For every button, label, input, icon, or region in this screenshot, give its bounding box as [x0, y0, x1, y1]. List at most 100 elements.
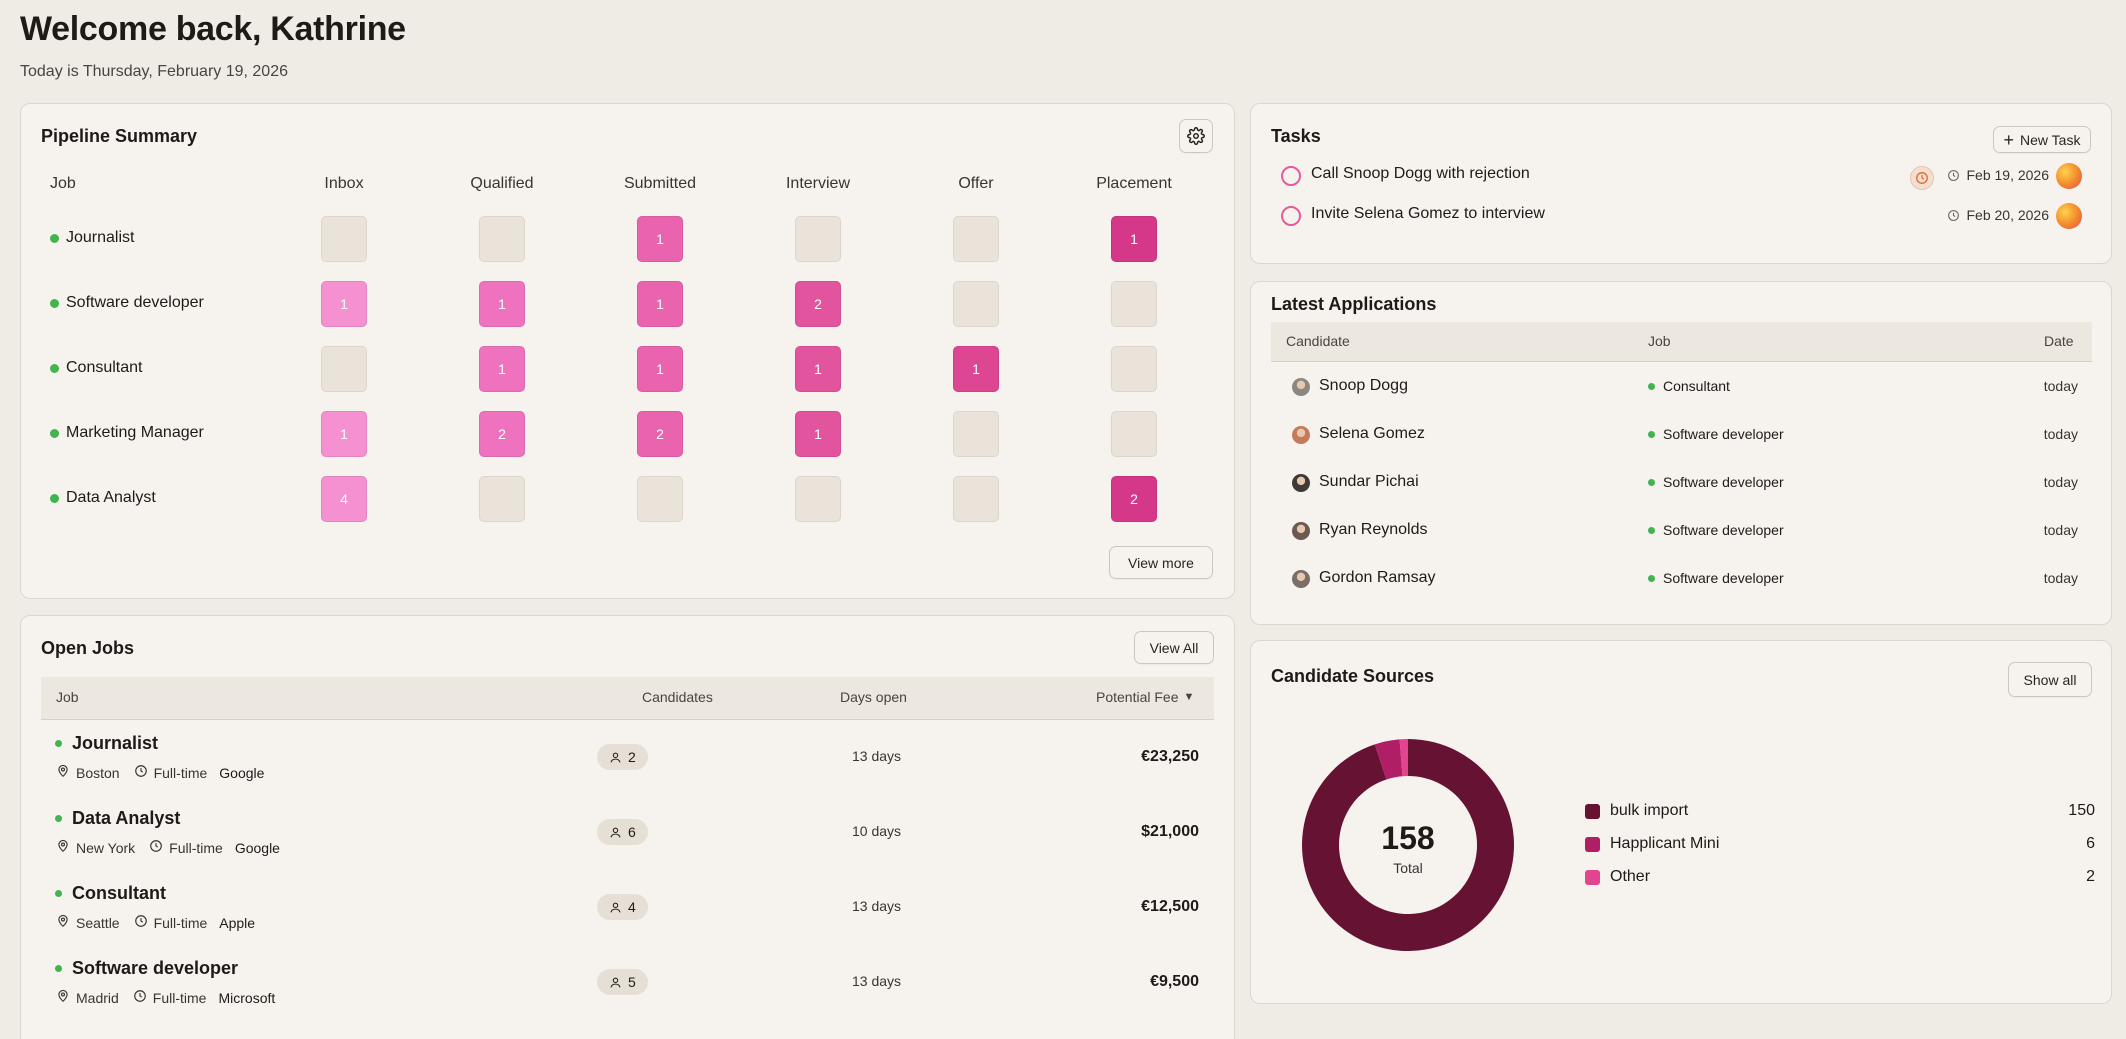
pipeline-job-label[interactable]: Marketing Manager	[50, 424, 204, 442]
task-checkbox[interactable]	[1281, 166, 1301, 186]
candidate-name[interactable]: Snoop Dogg	[1319, 377, 1408, 394]
status-dot	[1648, 430, 1655, 438]
pipeline-cell[interactable]: 4	[321, 476, 367, 522]
pipeline-cell[interactable]: 1	[795, 411, 841, 457]
show-all-button[interactable]: Show all	[2008, 662, 2092, 697]
application-job-name: Software developer	[1663, 474, 1784, 490]
candidates-count-pill[interactable]: 2	[597, 744, 648, 770]
candidates-count-pill[interactable]: 4	[597, 894, 648, 920]
task-text[interactable]: Call Snoop Dogg with rejection	[1311, 165, 1530, 182]
donut-slice-other[interactable]	[1399, 739, 1408, 777]
pipeline-col-job: Job	[50, 175, 76, 192]
open-job-meta: New York Full-time Google	[56, 839, 280, 856]
job-type: Full-time	[153, 914, 208, 931]
pipeline-cell[interactable]: 1	[637, 216, 683, 262]
application-job[interactable]: Software developer	[1648, 570, 1784, 586]
task-checkbox[interactable]	[1281, 206, 1301, 226]
status-dot	[50, 493, 59, 503]
job-company: Microsoft	[218, 989, 276, 1006]
candidate-name[interactable]: Selena Gomez	[1319, 425, 1425, 442]
pipeline-cell[interactable]: 1	[637, 281, 683, 327]
status-dot	[55, 740, 62, 747]
pipeline-cell	[953, 476, 999, 522]
status-dot	[55, 815, 62, 822]
application-job[interactable]: Software developer	[1648, 426, 1784, 442]
legend-item[interactable]: Other 2	[1585, 868, 2095, 888]
candidates-count-pill[interactable]: 6	[597, 819, 648, 845]
pipeline-cell[interactable]: 1	[795, 346, 841, 392]
donut-slice-happlicant-mini[interactable]	[1374, 739, 1403, 780]
days-open: 13 days	[852, 898, 902, 914]
sort-desc-icon: ▼	[1183, 691, 1195, 703]
pipeline-job-label[interactable]: Journalist	[50, 229, 134, 247]
legend-item[interactable]: Happlicant Mini 6	[1585, 835, 2095, 855]
status-dot	[1648, 478, 1655, 486]
view-more-button[interactable]: View more	[1109, 546, 1213, 579]
clock-icon	[1947, 209, 1960, 222]
pipeline-job-label[interactable]: Consultant	[50, 359, 143, 377]
pipeline-cell[interactable]: 2	[479, 411, 525, 457]
legend-value: 150	[2068, 802, 2095, 819]
application-job-name: Software developer	[1663, 426, 1784, 442]
pipeline-cell[interactable]: 1	[479, 346, 525, 392]
application-job[interactable]: Software developer	[1648, 474, 1784, 490]
open-jobs-col-job: Job	[56, 689, 79, 705]
pipeline-cell	[795, 216, 841, 262]
candidate-name[interactable]: Sundar Pichai	[1319, 473, 1419, 490]
view-all-button[interactable]: View All	[1134, 631, 1214, 664]
application-job[interactable]: Consultant	[1648, 378, 1730, 394]
open-job-title[interactable]: Software developer	[55, 958, 238, 979]
legend-item[interactable]: bulk import 150	[1585, 802, 2095, 822]
job-location: Madrid	[76, 989, 119, 1006]
pipeline-job-label[interactable]: Software developer	[50, 294, 204, 312]
pipeline-cell[interactable]: 1	[321, 281, 367, 327]
pipeline-job-name: Software developer	[66, 294, 204, 311]
pipeline-cell	[1111, 346, 1157, 392]
candidates-count: 2	[628, 749, 636, 765]
pipeline-job-label[interactable]: Data Analyst	[50, 489, 156, 507]
donut-slice-bulk-import[interactable]	[1302, 739, 1514, 951]
pipeline-settings-button[interactable]	[1179, 119, 1213, 153]
legend-value: 6	[2086, 835, 2095, 852]
gear-icon	[1187, 127, 1205, 145]
pipeline-cell[interactable]: 2	[637, 411, 683, 457]
pipeline-cell[interactable]: 1	[953, 346, 999, 392]
application-job[interactable]: Software developer	[1648, 522, 1784, 538]
pipeline-cell[interactable]: 1	[637, 346, 683, 392]
new-task-button[interactable]: + New Task	[1993, 126, 2091, 153]
pipeline-job-name: Data Analyst	[66, 489, 156, 506]
applications-col-job: Job	[1648, 333, 1671, 349]
open-jobs-col-potential-fee[interactable]: Potential Fee ▼	[1096, 689, 1194, 705]
legend-swatch	[1585, 870, 1600, 885]
pipeline-cell[interactable]: 1	[321, 411, 367, 457]
candidate-name[interactable]: Ryan Reynolds	[1319, 521, 1428, 538]
candidate-name[interactable]: Gordon Ramsay	[1319, 569, 1436, 586]
clock-icon	[134, 764, 148, 781]
status-dot	[55, 890, 62, 897]
status-dot	[50, 233, 59, 243]
assignee-avatar[interactable]	[2056, 163, 2082, 189]
task-due-date: Feb 19, 2026	[1942, 167, 2049, 183]
application-date: today	[2043, 522, 2078, 538]
pipeline-cell[interactable]: 1	[1111, 216, 1157, 262]
task-text[interactable]: Invite Selena Gomez to interview	[1311, 205, 1545, 222]
open-job-title[interactable]: Journalist	[55, 733, 158, 754]
open-job-title[interactable]: Consultant	[55, 883, 166, 904]
days-open: 13 days	[852, 973, 902, 989]
potential-fee: €23,250	[1141, 748, 1199, 765]
user-icon	[609, 751, 622, 764]
pipeline-summary-title: Pipeline Summary	[41, 126, 198, 146]
legend-label: Happlicant Mini	[1610, 835, 1720, 852]
legend-value: 2	[2086, 868, 2095, 885]
candidates-count-pill[interactable]: 5	[597, 969, 648, 995]
pipeline-cell[interactable]: 1	[479, 281, 525, 327]
legend-swatch	[1585, 837, 1600, 852]
open-job-meta: Madrid Full-time Microsoft	[56, 989, 275, 1006]
potential-fee: €12,500	[1141, 898, 1199, 915]
assignee-avatar[interactable]	[2056, 203, 2082, 229]
pipeline-cell[interactable]: 2	[1111, 476, 1157, 522]
open-job-title[interactable]: Data Analyst	[55, 808, 180, 829]
pipeline-col-interview: Interview	[785, 175, 851, 192]
pipeline-cell[interactable]: 2	[795, 281, 841, 327]
overdue-clock-icon	[1910, 166, 1934, 190]
